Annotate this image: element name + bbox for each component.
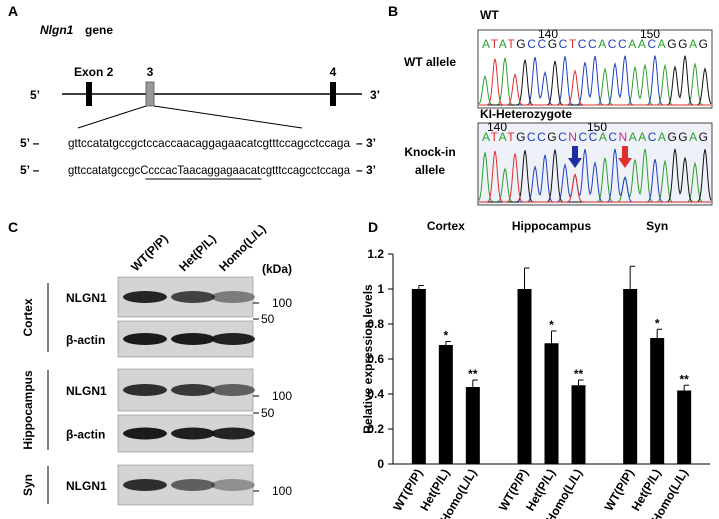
blot-band xyxy=(123,384,167,396)
blot-band xyxy=(171,291,215,303)
seq-start: 5’ – xyxy=(20,136,40,150)
trace-curve xyxy=(479,150,711,203)
blot-band xyxy=(211,384,255,396)
zoom-line xyxy=(77,105,147,129)
significance: * xyxy=(655,316,660,330)
blot-band xyxy=(123,479,167,491)
seq-end: – 3’ xyxy=(356,136,376,150)
y-tick-label: 0 xyxy=(377,457,384,471)
bar xyxy=(677,390,692,464)
exon-box xyxy=(86,82,92,106)
trace-curve xyxy=(479,58,711,106)
blot-band xyxy=(171,333,215,345)
blot-band xyxy=(123,427,167,440)
significance: * xyxy=(443,329,448,343)
three-prime: 3’ xyxy=(370,88,380,102)
tissue-label: Cortex xyxy=(21,298,35,336)
gene-suffix: gene xyxy=(85,23,113,37)
base-position: 140 xyxy=(538,27,558,41)
y-tick-label: 0.6 xyxy=(367,352,384,366)
blot-band xyxy=(123,291,167,303)
y-tick-label: 1.2 xyxy=(367,247,384,261)
significance: * xyxy=(549,318,554,332)
marker-label: 100 xyxy=(272,484,292,498)
protein-label: β-actin xyxy=(66,333,105,347)
significance: ** xyxy=(679,372,689,386)
group-title: Hippocampus xyxy=(512,219,592,233)
panel-label: A xyxy=(8,3,18,19)
bar xyxy=(517,289,532,464)
five-prime: 5’ xyxy=(30,88,40,102)
protein-label: β-actin xyxy=(66,428,105,442)
y-tick-label: 0.4 xyxy=(367,387,384,401)
blot-band xyxy=(171,479,215,491)
exon-box xyxy=(330,82,336,106)
group-title: Syn xyxy=(646,219,668,233)
sequence: gttccatatgccgcCcccacTaacaggagaacatcgtttc… xyxy=(68,163,350,177)
lane-label: Het(P/L) xyxy=(176,232,218,274)
y-tick-label: 1 xyxy=(377,282,384,296)
group-title: Cortex xyxy=(427,219,465,233)
bar xyxy=(438,345,453,464)
allele-label: Knock-in xyxy=(404,145,455,159)
lane-label: Homo(L/L) xyxy=(216,222,268,274)
blot-band xyxy=(211,333,255,345)
marker-label: 50 xyxy=(261,406,275,420)
seq-start: 5’ – xyxy=(20,163,40,177)
bar xyxy=(571,385,586,464)
significance: ** xyxy=(574,367,584,381)
exon-label: Exon 2 xyxy=(74,65,114,79)
allele-label: allele xyxy=(415,163,445,177)
exon-label: 3 xyxy=(147,65,154,79)
marker-label: 100 xyxy=(272,389,292,403)
zoom-line xyxy=(153,105,303,129)
protein-label: NLGN1 xyxy=(66,384,107,398)
mutation-arrow xyxy=(568,146,582,168)
seq-end: – 3’ xyxy=(356,163,376,177)
base-position: 150 xyxy=(640,27,660,41)
y-axis-label: Relative expression levels xyxy=(361,284,375,434)
panel-label: D xyxy=(368,219,378,235)
protein-label: NLGN1 xyxy=(66,291,107,305)
bar xyxy=(411,289,426,464)
blot-band xyxy=(171,427,215,440)
protein-label: NLGN1 xyxy=(66,479,107,493)
bar xyxy=(623,289,638,464)
unit-label: (kDa) xyxy=(262,262,292,276)
trace-title: WT xyxy=(480,8,499,22)
mutation-arrow xyxy=(618,146,632,168)
bar xyxy=(544,343,559,464)
trace-box xyxy=(477,29,713,109)
panel-label: C xyxy=(8,219,18,235)
bar xyxy=(650,338,665,464)
blot-band xyxy=(211,427,255,440)
sequence: gttccatatgccgctccaccaacaggagaacatcgtttcc… xyxy=(68,136,350,150)
marker-label: 100 xyxy=(272,296,292,310)
base-position: 140 xyxy=(487,120,507,134)
blot-band xyxy=(211,291,255,303)
y-tick-label: 0.8 xyxy=(367,317,384,331)
blot-band xyxy=(211,479,255,491)
tissue-label: Hippocampus xyxy=(21,370,35,450)
trace-title: KI-Heterozygote xyxy=(480,107,572,121)
gene-name: Nlgn1 xyxy=(40,23,74,37)
exon-box xyxy=(145,81,155,107)
significance: ** xyxy=(468,367,478,381)
panel-label: B xyxy=(388,3,398,19)
tissue-label: Syn xyxy=(21,474,35,496)
blot-band xyxy=(123,333,167,345)
blot-band xyxy=(171,384,215,396)
allele-label: WT allele xyxy=(404,55,456,69)
exon-label: 4 xyxy=(330,65,337,79)
marker-label: 50 xyxy=(261,312,275,326)
bar xyxy=(465,387,480,464)
lane-label: WT(P/P) xyxy=(128,232,170,274)
base-position: 150 xyxy=(587,120,607,134)
y-tick-label: 0.2 xyxy=(367,422,384,436)
